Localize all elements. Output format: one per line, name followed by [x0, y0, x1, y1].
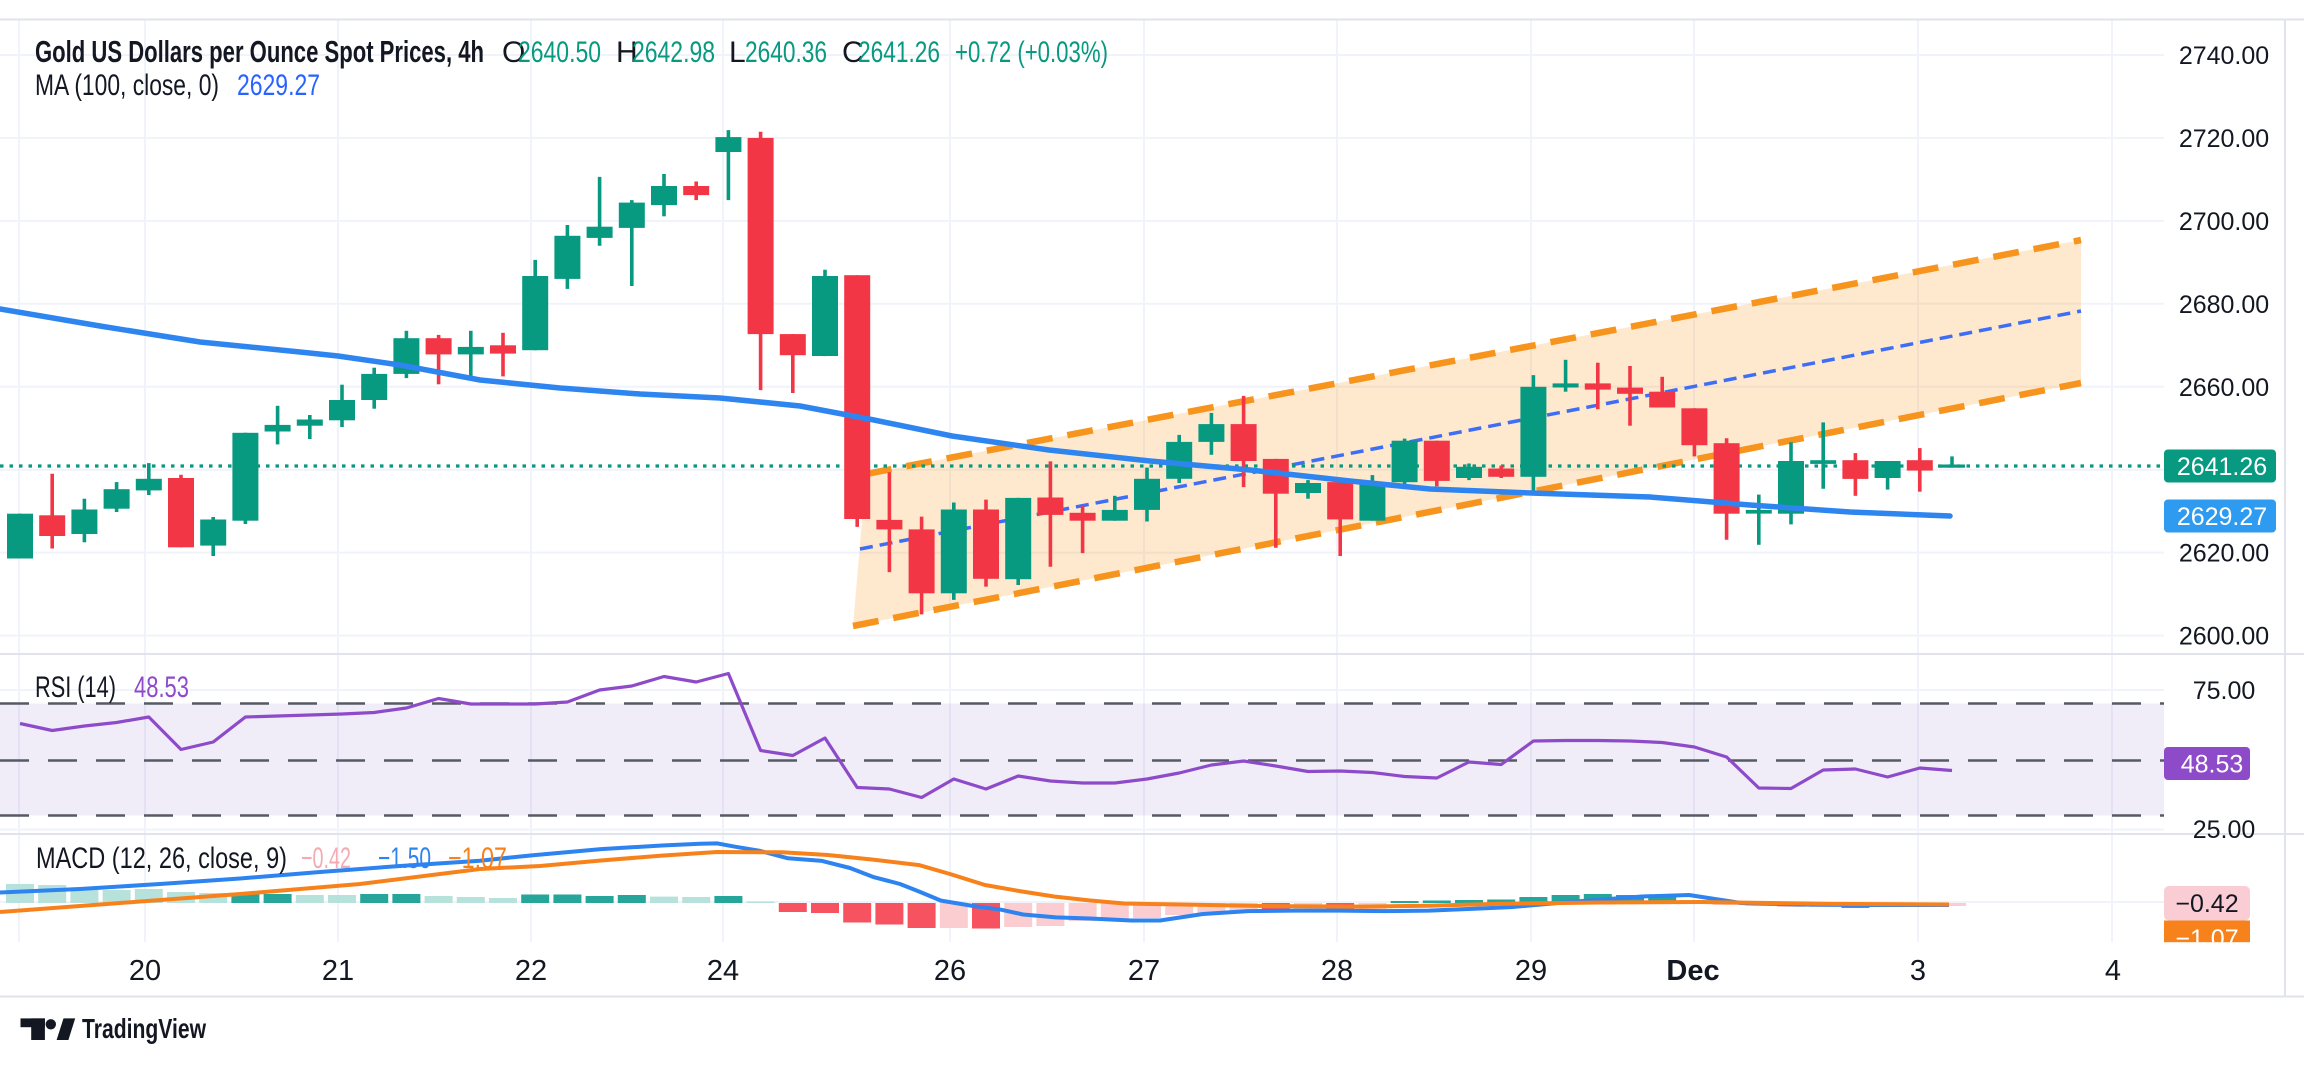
svg-text:−1.50: −1.50 [378, 842, 431, 875]
svg-text:L: L [729, 36, 746, 69]
svg-text:MACD (12, 26, close, 9): MACD (12, 26, close, 9) [36, 842, 287, 875]
svg-text:Dec: Dec [1666, 955, 1719, 987]
svg-text:48.53: 48.53 [2181, 751, 2244, 779]
svg-text:4: 4 [2105, 955, 2121, 987]
svg-text:+0.72 (+0.03%): +0.72 (+0.03%) [955, 36, 1108, 69]
svg-text:2700.00: 2700.00 [2179, 208, 2269, 236]
svg-text:2600.00: 2600.00 [2179, 623, 2269, 651]
svg-text:H: H [616, 36, 638, 69]
svg-text:MA (100, close, 0): MA (100, close, 0) [35, 69, 219, 102]
svg-text:RSI (14): RSI (14) [35, 671, 116, 704]
svg-text:26: 26 [934, 955, 966, 987]
svg-text:2641.26: 2641.26 [2177, 453, 2267, 481]
svg-text:2640.36: 2640.36 [745, 36, 827, 69]
svg-text:29: 29 [1515, 955, 1547, 987]
svg-text:24: 24 [707, 955, 739, 987]
svg-text:−1.07: −1.07 [448, 842, 507, 875]
svg-text:2720.00: 2720.00 [2179, 125, 2269, 153]
svg-text:2640.50: 2640.50 [518, 36, 601, 69]
svg-text:−1.07: −1.07 [2175, 925, 2238, 953]
svg-text:TradingView: TradingView [82, 1013, 206, 1044]
svg-text:22: 22 [515, 955, 547, 987]
svg-text:3: 3 [1910, 955, 1926, 987]
svg-text:20: 20 [129, 955, 161, 987]
svg-text:O: O [502, 36, 525, 69]
svg-text:25.00: 25.00 [2193, 816, 2256, 844]
svg-text:2629.27: 2629.27 [237, 69, 320, 102]
svg-text:2740.00: 2740.00 [2179, 42, 2269, 70]
svg-text:75.00: 75.00 [2193, 677, 2256, 705]
svg-text:2680.00: 2680.00 [2179, 291, 2269, 319]
svg-text:48.53: 48.53 [134, 671, 189, 704]
svg-text:2641.26: 2641.26 [858, 36, 940, 69]
svg-text:2629.27: 2629.27 [2177, 503, 2267, 531]
svg-text:−0.42: −0.42 [301, 842, 351, 875]
svg-text:2620.00: 2620.00 [2179, 540, 2269, 568]
svg-text:21: 21 [322, 955, 354, 987]
svg-text:−0.42: −0.42 [2175, 890, 2238, 918]
svg-text:2642.98: 2642.98 [632, 36, 715, 69]
svg-text:28: 28 [1321, 955, 1353, 987]
svg-text:27: 27 [1128, 955, 1160, 987]
svg-text:2660.00: 2660.00 [2179, 374, 2269, 402]
svg-text:C: C [842, 36, 864, 69]
svg-text:Gold US Dollars per Ounce Spot: Gold US Dollars per Ounce Spot Prices, 4… [35, 34, 484, 69]
